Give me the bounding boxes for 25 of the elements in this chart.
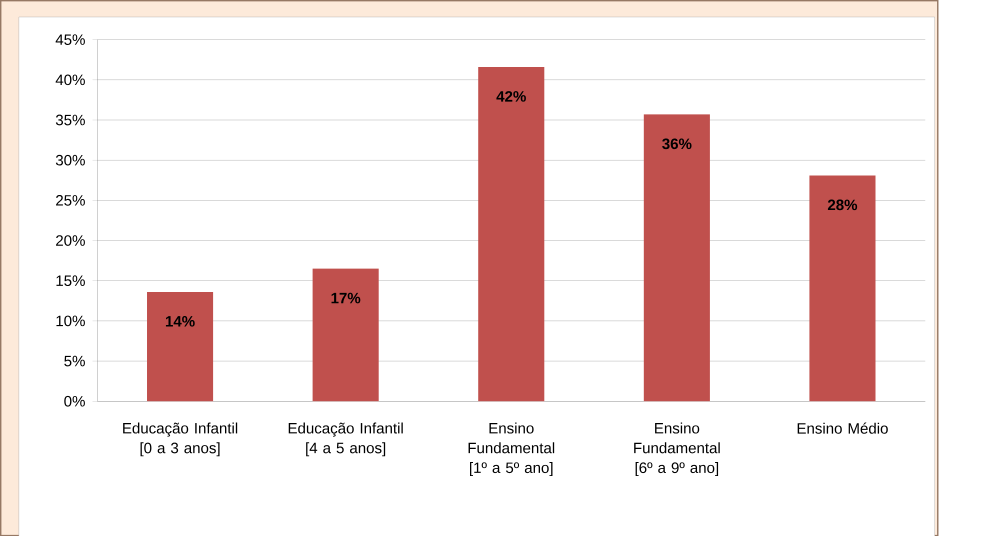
- y-tick-label: 45%: [56, 34, 85, 45]
- x-tick-label: Ensino Fundamental [1º a 5º ano]: [468, 422, 554, 476]
- bar: [312, 268, 379, 402]
- bar: [478, 66, 544, 402]
- y-tick-label: 30%: [56, 154, 85, 166]
- data-label: 42%: [496, 90, 526, 102]
- x-tick-label: Ensino Médio: [798, 422, 888, 434]
- data-label: 14%: [166, 316, 195, 326]
- data-label: 28%: [828, 199, 858, 210]
- y-tick-label: 20%: [56, 235, 85, 246]
- x-tick-label: Educação Infantil [0 a 3 anos]: [123, 422, 238, 456]
- y-tick-label: 25%: [56, 194, 85, 206]
- bar: [644, 114, 710, 402]
- y-tick-label: 10%: [56, 315, 85, 326]
- y-tick-label: 40%: [56, 74, 85, 85]
- y-tick-label: 5%: [64, 356, 85, 366]
- data-label: 36%: [662, 138, 692, 149]
- x-tick-label: Ensino Fundamental [6º a 9º ano]: [634, 422, 720, 476]
- y-tick-label: 35%: [56, 114, 85, 126]
- data-label: 17%: [332, 292, 360, 304]
- x-tick-label: Educação Infantil [4 a 5 anos]: [288, 422, 403, 456]
- y-tick-label: 15%: [56, 275, 85, 286]
- y-tick-label: 0%: [64, 396, 85, 406]
- bar: [147, 292, 214, 402]
- bar: [809, 175, 876, 402]
